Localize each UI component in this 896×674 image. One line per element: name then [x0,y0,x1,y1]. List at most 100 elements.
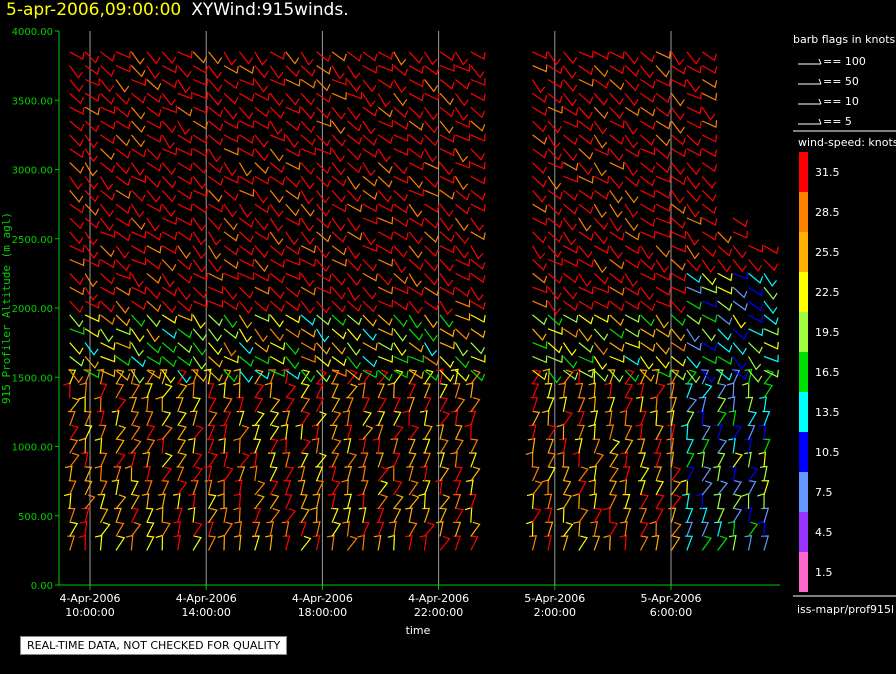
wind-barb [285,92,300,106]
wind-barb [655,424,664,440]
wind-barb [316,411,328,427]
wind-barb [547,217,563,229]
wind-barb [161,521,171,537]
wind-barb [192,189,208,198]
wind-barb [94,465,103,482]
wind-barb [593,245,610,254]
wind-barb [269,189,284,204]
wind-barb [130,189,146,202]
wind-barb [161,424,173,440]
legend: barb flags in knots [793,33,896,46]
wind-barb [239,92,255,102]
wind-barb [269,272,285,284]
wind-barb [531,466,540,482]
wind-barb [316,134,331,147]
wind-barb [637,438,646,454]
wind-barb [300,176,315,190]
wind-barb [331,286,346,300]
wind-barb [640,286,654,301]
wind-barb [234,520,243,537]
wind-barb [717,231,732,244]
wind-barb [344,466,353,482]
wind-barb [115,535,126,551]
wind-barb [131,92,147,104]
wind-barb [393,79,407,94]
wind-barb [377,175,393,188]
wind-barb [223,217,238,231]
wind-barb [223,79,239,90]
wind-barb [640,328,656,338]
wind-barb [100,106,116,115]
wind-barb [84,120,100,133]
wind-barb [346,65,361,80]
wind-barb [670,369,680,385]
wind-barb [701,120,718,128]
wind-barb [422,507,431,523]
wind-barb [701,203,717,215]
wind-barb [362,51,378,62]
wind-barb [377,189,393,203]
wind-barb [593,259,608,274]
wind-barb [686,466,695,482]
wind-barb [130,424,141,440]
wind-barb [100,342,116,351]
wind-barb [393,396,401,413]
wind-barb [316,300,331,314]
wind-barb [593,356,608,371]
wind-barb [624,340,640,349]
wind-barb [697,451,706,468]
wind-barb [439,507,448,523]
wind-barb [269,369,286,377]
y-tick-label: 3000.00 [12,166,53,177]
wind-barb [204,465,213,482]
wind-barb [269,133,286,142]
wind-barb [347,314,362,326]
y-tick-label: 1000.00 [12,443,53,454]
wind-barb [346,259,362,272]
wind-barb [685,507,694,523]
wind-barb [78,437,87,454]
wind-barb [342,520,351,537]
wind-barb [454,148,469,163]
wind-barb [84,424,93,440]
wind-barb [63,493,72,509]
wind-barb [640,51,656,63]
wind-barb [748,369,763,383]
wind-barb [192,466,203,482]
wind-barb [763,314,779,326]
wind-barb [269,217,284,232]
wind-barb [686,65,702,74]
wind-barb [100,354,116,363]
wind-barb [408,134,424,146]
wind-barb [655,148,671,160]
color-swatch [799,272,808,312]
wind-barb [744,451,752,468]
wind-barb [252,535,260,551]
wind-barb [578,342,594,353]
wind-barb [208,507,218,524]
wind-barb [115,189,131,200]
wind-barb [84,176,99,190]
wind-barb [100,230,116,238]
wind-barb [285,314,301,324]
wind-barb [84,286,98,302]
wind-barb [437,452,445,468]
wind-barb [763,341,779,350]
wind-barb [331,106,346,120]
wind-barb [640,162,656,174]
wind-barb [69,79,84,93]
wind-barb [63,382,71,399]
wind-barb [94,437,103,454]
wind-barb [424,134,439,147]
wind-barb [100,314,116,326]
wind-barb [593,342,608,356]
wind-barb [316,231,332,243]
wind-barb [732,271,748,280]
wind-barb [624,51,639,65]
wind-barb [362,300,378,313]
wind-barb [695,492,704,509]
wind-barb [84,231,98,246]
wind-barb [454,438,464,454]
wind-barb [161,78,178,89]
wind-barb [763,245,779,255]
